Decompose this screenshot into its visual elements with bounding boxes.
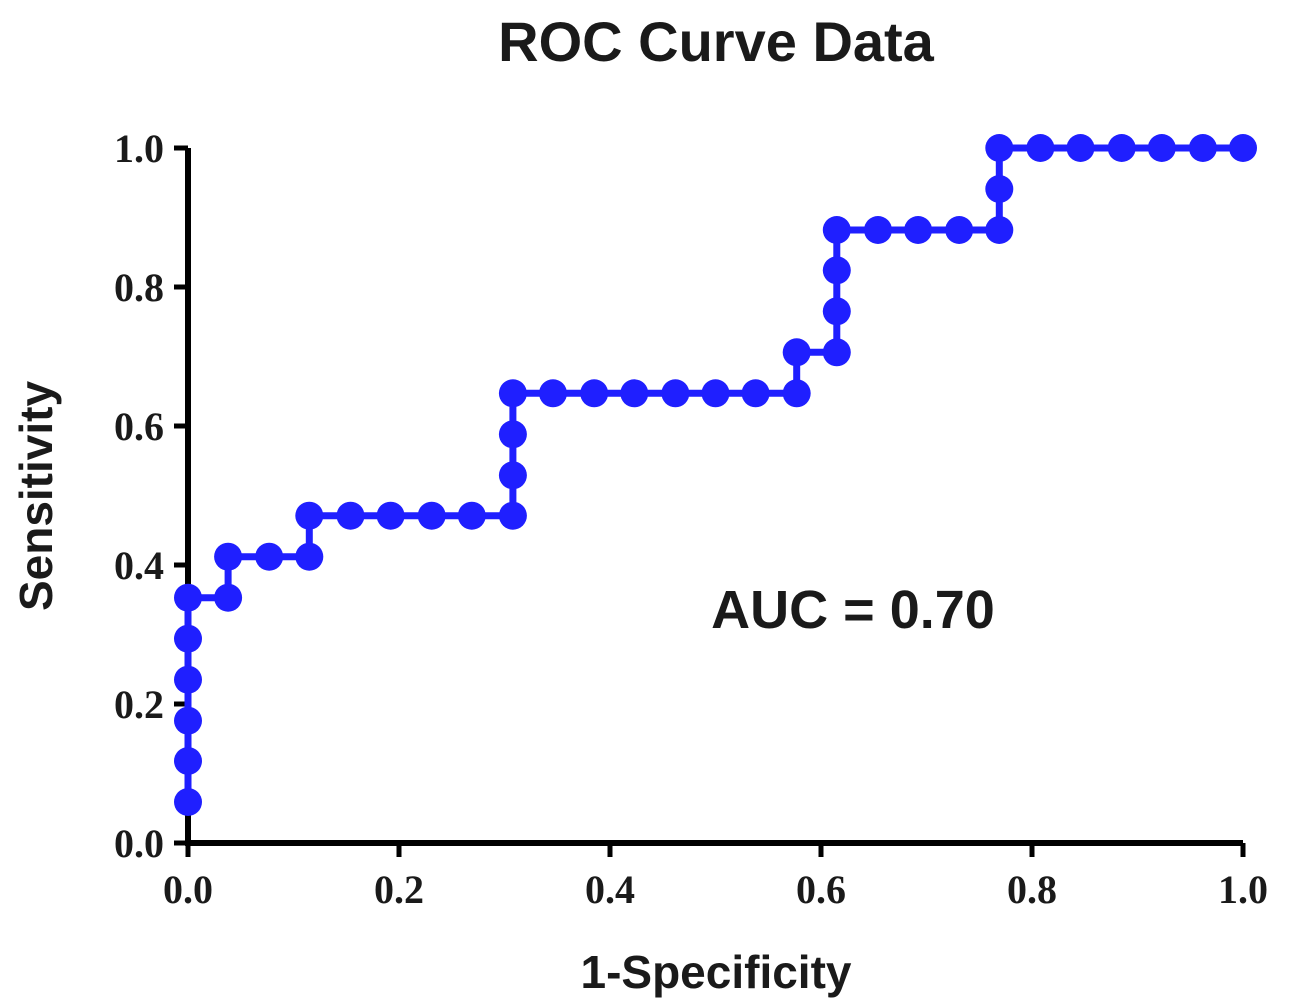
roc-point — [1066, 134, 1095, 162]
x-tick-label: 1.0 — [1218, 867, 1268, 912]
x-tick-label: 0.2 — [374, 867, 424, 912]
roc-point — [661, 379, 690, 408]
series-group — [174, 134, 1257, 816]
roc-point — [620, 379, 649, 408]
roc-point — [1188, 134, 1217, 162]
roc-point — [741, 379, 770, 408]
x-tick-label: 0.4 — [585, 867, 635, 912]
roc-point — [539, 379, 567, 408]
roc-point — [174, 665, 202, 694]
roc-point — [214, 583, 243, 612]
roc-point — [985, 216, 1014, 244]
y-tick-label: 0.4 — [114, 543, 164, 588]
roc-point — [1026, 134, 1055, 162]
roc-point — [214, 542, 243, 571]
roc-point — [580, 379, 609, 408]
roc-point — [822, 216, 851, 244]
roc-point — [701, 379, 730, 408]
roc-point — [295, 501, 324, 530]
chart-title: ROC Curve Data — [498, 10, 935, 73]
axes — [185, 148, 1243, 846]
x-tick-label: 0.8 — [1007, 867, 1057, 912]
y-ticks: 0.0 0.2 0.4 0.6 0.8 1.0 — [114, 126, 188, 866]
roc-point — [498, 379, 527, 408]
y-axis-label: Sensitivity — [10, 381, 62, 612]
x-axis-label: 1-Specificity — [581, 946, 852, 998]
y-tick-label: 1.0 — [114, 126, 164, 171]
auc-annotation: AUC = 0.70 — [711, 580, 995, 640]
roc-point — [174, 706, 202, 735]
roc-point — [376, 501, 405, 530]
roc-point — [498, 420, 527, 449]
y-tick-label: 0.8 — [114, 265, 164, 310]
y-tick-label: 0.6 — [114, 404, 164, 449]
y-tick-label: 0.0 — [114, 821, 164, 866]
roc-point — [822, 256, 851, 285]
roc-point — [985, 175, 1014, 203]
x-ticks: 0.0 0.2 0.4 0.6 0.8 1.0 — [163, 843, 1268, 912]
roc-point — [336, 501, 365, 530]
roc-point — [174, 788, 202, 816]
roc-point — [985, 134, 1014, 162]
roc-point — [417, 501, 446, 530]
roc-point — [1107, 134, 1136, 162]
roc-point — [904, 216, 933, 244]
roc-point — [174, 624, 202, 653]
roc-point — [457, 501, 486, 530]
roc-point — [498, 501, 527, 530]
roc-point — [174, 583, 202, 612]
x-tick-label: 0.6 — [796, 867, 846, 912]
roc-point — [295, 542, 324, 571]
roc-point — [174, 747, 202, 775]
roc-point — [822, 297, 851, 326]
roc-point — [782, 338, 811, 367]
roc-point — [864, 216, 892, 244]
x-tick-label: 0.0 — [163, 867, 213, 912]
roc-point — [782, 379, 811, 408]
roc-curve-line — [184, 144, 1243, 802]
roc-point — [945, 216, 974, 244]
y-tick-label: 0.2 — [114, 682, 164, 727]
roc-point — [822, 338, 851, 367]
roc-point — [1229, 134, 1257, 162]
roc-point — [1147, 134, 1176, 162]
roc-point — [255, 542, 284, 571]
roc-point — [498, 461, 527, 490]
